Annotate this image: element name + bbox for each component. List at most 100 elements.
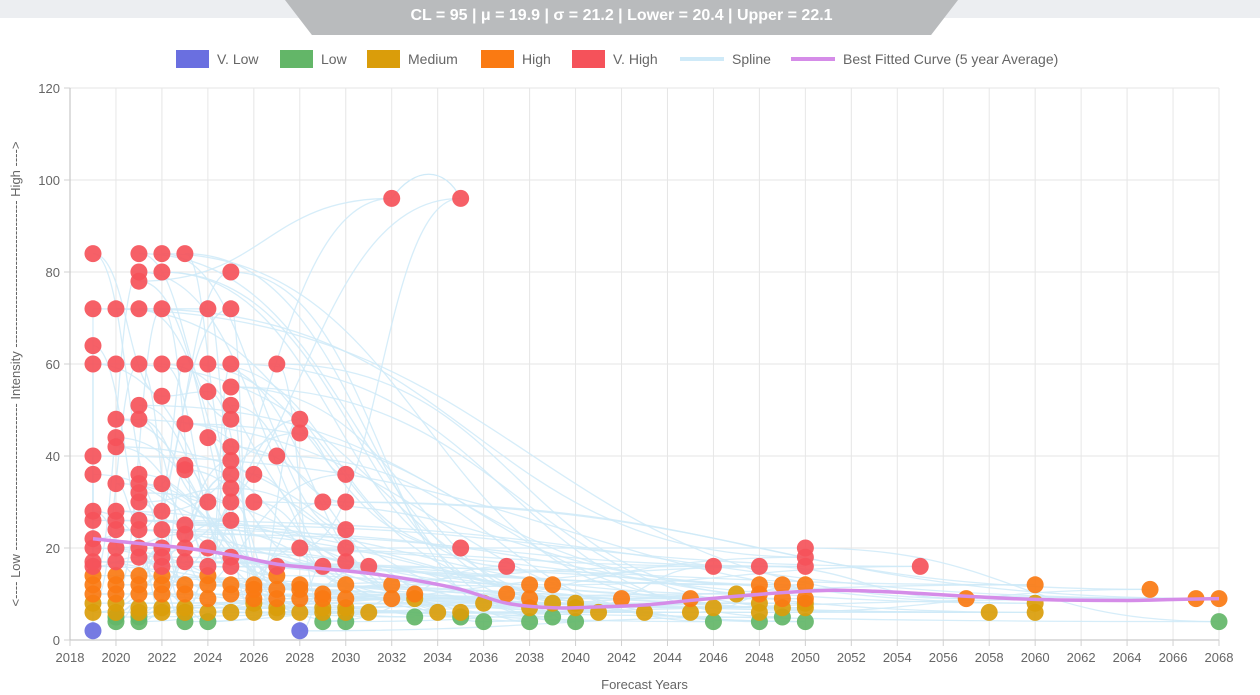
point-v-high[interactable] [176,355,194,373]
point-v-high[interactable] [222,355,240,373]
point-medium[interactable] [681,603,699,621]
point-v-high[interactable] [107,300,125,318]
point-v-high[interactable] [337,465,355,483]
point-medium[interactable] [452,603,470,621]
legend-item-medium[interactable]: Medium [367,50,458,68]
point-v-high[interactable] [750,557,768,575]
point-high[interactable] [498,585,516,603]
point-v-high[interactable] [291,410,309,428]
point-medium[interactable] [360,603,378,621]
point-v-high[interactable] [84,447,102,465]
point-low[interactable] [475,613,493,631]
point-v-high[interactable] [222,263,240,281]
point-medium[interactable] [727,585,745,603]
point-v-high[interactable] [107,410,125,428]
point-v-high[interactable] [107,553,125,571]
point-v-high[interactable] [153,245,171,263]
point-high[interactable] [383,590,401,608]
point-high[interactable] [176,576,194,594]
point-v-high[interactable] [130,355,148,373]
point-v-high[interactable] [153,263,171,281]
point-v-high[interactable] [796,557,814,575]
point-v-high[interactable] [222,479,240,497]
point-medium[interactable] [636,603,653,621]
point-v-high[interactable] [222,465,240,483]
point-high[interactable] [796,576,814,594]
point-high[interactable] [773,576,791,594]
point-medium[interactable] [222,603,240,621]
point-medium[interactable] [980,603,998,621]
point-v-high[interactable] [130,300,148,318]
point-v-high[interactable] [84,465,102,483]
point-v-high[interactable] [176,553,194,571]
point-high[interactable] [544,576,562,594]
point-medium[interactable] [199,603,217,621]
point-v-high[interactable] [107,438,125,456]
point-v-high[interactable] [107,475,125,493]
point-v-high[interactable] [268,355,286,373]
point-v-high[interactable] [84,337,102,355]
point-v-high[interactable] [383,189,401,207]
point-v-high[interactable] [245,465,263,483]
point-v-high[interactable] [222,511,240,529]
point-high[interactable] [222,576,240,594]
point-v-high[interactable] [199,557,217,575]
point-low[interactable] [406,608,424,626]
point-v-high[interactable] [84,300,102,318]
point-v-high[interactable] [153,521,171,539]
point-medium[interactable] [176,599,194,617]
point-medium[interactable] [1026,594,1044,612]
point-v-high[interactable] [199,539,217,557]
point-high[interactable] [406,585,424,603]
point-high[interactable] [245,576,263,594]
point-v-high[interactable] [199,300,217,318]
point-v-high[interactable] [452,539,470,557]
point-medium[interactable] [291,603,309,621]
point-v-high[interactable] [911,557,929,575]
point-high[interactable] [314,585,332,603]
point-v-high[interactable] [222,452,240,470]
point-v-high[interactable] [452,189,470,207]
point-high[interactable] [957,590,975,608]
legend-item-low[interactable]: Low [280,50,348,68]
point-v-high[interactable] [153,475,171,493]
point-v-high[interactable] [199,493,217,511]
point-v-high[interactable] [176,525,194,543]
point-v-high[interactable] [268,447,286,465]
point-v-high[interactable] [704,557,722,575]
point-v-high[interactable] [245,493,263,511]
point-high[interactable] [107,567,125,585]
point-v-high[interactable] [199,383,217,401]
point-high[interactable] [291,576,309,594]
point-v-high[interactable] [222,396,240,414]
point-low[interactable] [521,613,539,631]
point-v-high[interactable] [314,493,332,511]
point-low[interactable] [567,613,585,631]
legend-item-spline[interactable]: Spline [680,51,771,67]
point-v-high[interactable] [291,424,309,442]
point-v-high[interactable] [222,438,240,456]
point-high[interactable] [268,580,286,598]
point-v-high[interactable] [130,410,148,428]
point-v-high[interactable] [222,300,240,318]
point-v-high[interactable] [153,502,171,520]
point-v-high[interactable] [222,557,240,575]
point-v-high[interactable] [130,521,148,539]
point-v-high[interactable] [360,557,378,575]
point-high[interactable] [337,576,355,594]
point-v-high[interactable] [199,429,217,447]
point-v-low[interactable] [291,622,309,640]
point-v-high[interactable] [84,245,102,263]
point-low[interactable] [704,613,722,631]
legend-item-best-fitted-curve-5-year-average[interactable]: Best Fitted Curve (5 year Average) [791,51,1058,67]
point-low[interactable] [796,613,814,631]
point-v-high[interactable] [337,539,355,557]
point-low[interactable] [544,608,562,626]
point-medium[interactable] [704,599,722,617]
point-v-high[interactable] [153,557,171,575]
point-high[interactable] [1141,580,1159,598]
point-v-high[interactable] [84,511,102,529]
point-v-high[interactable] [176,245,194,263]
point-v-high[interactable] [84,355,102,373]
point-v-high[interactable] [153,300,171,318]
